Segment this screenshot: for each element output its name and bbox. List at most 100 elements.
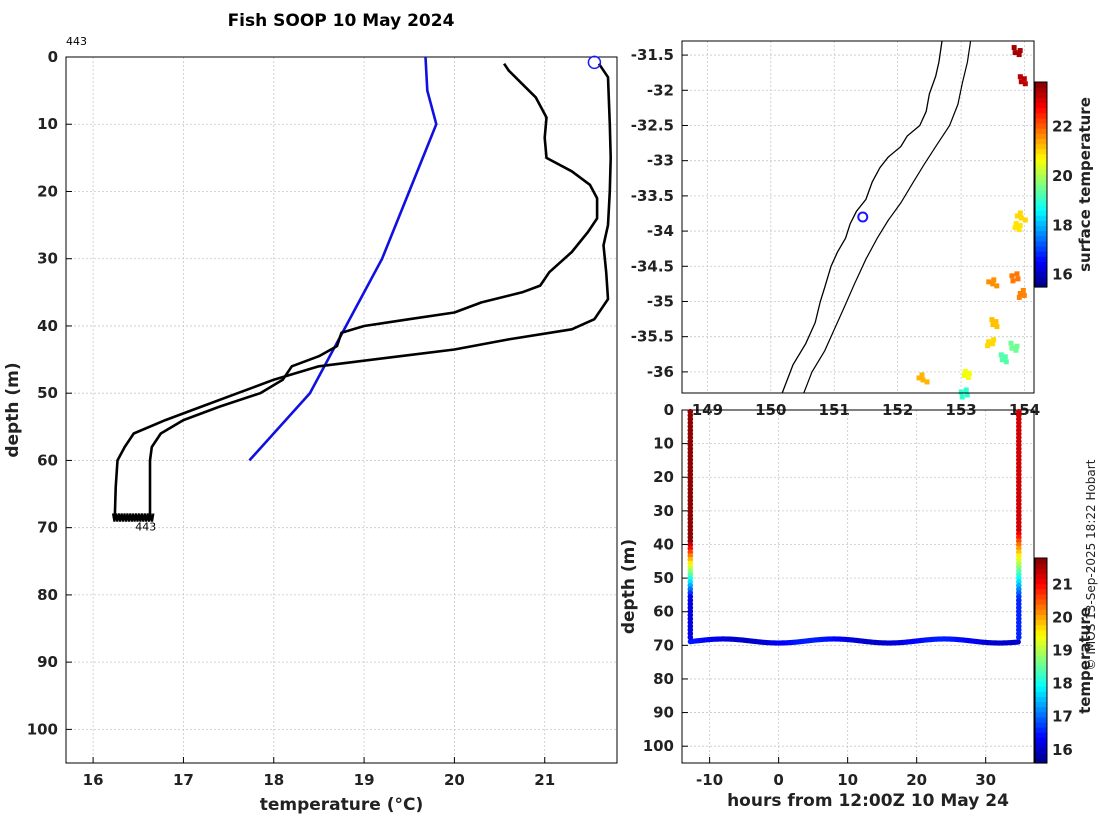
map-lat-tick-label: -32.5 (631, 116, 674, 134)
profile-line (113, 62, 612, 518)
colorbar-segment (1035, 686, 1047, 692)
colorbar-segment (1035, 727, 1047, 733)
y-tick-label: 10 (37, 115, 58, 133)
colorbar-segment (1035, 82, 1047, 88)
colorbar-segment (1035, 757, 1047, 764)
profile-annotation: 443 (66, 35, 87, 48)
colorbar-segment (1035, 665, 1047, 672)
sst-pixel (1020, 287, 1026, 293)
sst-pixel (989, 317, 995, 323)
y-tick-label: 40 (37, 317, 58, 335)
colorbar-tick-label: 22 (1052, 117, 1073, 135)
y-tick-label: 20 (653, 468, 674, 486)
colorbar-segment (1035, 732, 1047, 738)
colorbar-segment (1035, 158, 1047, 165)
x-axis-label: hours from 12:00Z 10 May 24 (727, 791, 1009, 811)
colorbar-segment (1035, 681, 1047, 687)
colorbar-segment (1035, 604, 1047, 610)
sst-pixel (1014, 213, 1020, 219)
colorbar-tick-label: 16 (1052, 741, 1073, 759)
colorbar-segment (1035, 246, 1047, 252)
colorbar-tick-label: 17 (1052, 708, 1073, 726)
colorbar-segment (1035, 624, 1047, 631)
x-tick-label: 19 (354, 771, 375, 789)
y-axis-label: depth (m) (619, 539, 639, 634)
colorbar-segment (1035, 706, 1047, 713)
colorbar-segment (1035, 256, 1047, 262)
sst-pixel (1009, 273, 1015, 279)
sst-pixel (990, 322, 996, 328)
sst-pixel (1022, 217, 1028, 223)
colorbar-segment (1035, 138, 1047, 145)
sst-pixel (998, 352, 1004, 358)
sst-pixel (1014, 343, 1020, 349)
y-tick-label: 0 (664, 401, 674, 419)
sst-pixel (920, 377, 926, 383)
sst-pixel (985, 343, 991, 349)
profile-line (148, 62, 599, 518)
colorbar-segment (1035, 588, 1047, 595)
surface-position-marker (587, 55, 602, 70)
y-tick-label: 50 (653, 569, 674, 587)
colorbar-segment (1035, 179, 1047, 186)
colorbar-segment (1035, 634, 1047, 641)
colorbar-tick-label: 20 (1052, 167, 1073, 185)
x-tick-label: 16 (83, 771, 104, 789)
x-tick-label: 30 (975, 771, 996, 789)
colorbar-segment (1035, 251, 1047, 257)
y-tick-label: 90 (653, 704, 674, 722)
sst-pixel (1017, 290, 1023, 296)
y-tick-label: 10 (653, 435, 674, 453)
sst-pixel (1012, 50, 1018, 56)
colorbar-tick-label: 18 (1052, 675, 1073, 693)
sst-pixel (924, 379, 930, 385)
colorbar-segment (1035, 143, 1047, 150)
colorbar-segment (1035, 716, 1047, 723)
colorbar-segment (1035, 92, 1047, 98)
sst-pixel (1008, 340, 1014, 346)
y-tick-label: 60 (653, 603, 674, 621)
y-tick-label: 70 (653, 636, 674, 654)
colorbar-segment (1035, 558, 1047, 564)
colorbar-segment (1035, 563, 1047, 569)
colorbar-segment (1035, 752, 1047, 759)
map-lat-tick-label: -35.5 (631, 328, 674, 346)
x-tick-label: 10 (837, 771, 858, 789)
colorbar-segment (1035, 240, 1047, 247)
sst-pixel (958, 389, 964, 395)
colorbar-segment (1035, 583, 1047, 590)
y-tick-label: 30 (37, 250, 58, 268)
colorbar-tick-label: 18 (1052, 216, 1073, 234)
colorbar-segment (1035, 199, 1047, 206)
x-tick-label: -10 (696, 771, 723, 789)
colorbar-segment (1035, 174, 1047, 180)
sst-pixel (1003, 359, 1009, 365)
colorbar-segment (1035, 261, 1047, 268)
colorbar-segment (1035, 189, 1047, 196)
coastline (781, 40, 943, 394)
colorbar-segment (1035, 650, 1047, 656)
surface-map: 149 150 151 152 153 154-31.5-32-32.5-33-33.5-… (631, 40, 1094, 419)
x-tick-label: 20 (444, 771, 465, 789)
map-lat-tick-label: -33 (647, 152, 674, 170)
y-tick-label: 40 (653, 535, 674, 553)
sst-pixel (1014, 271, 1020, 277)
colorbar-frame (1034, 81, 1048, 288)
profile-line (248, 56, 438, 462)
sst-pixel (986, 279, 992, 285)
y-tick-label: 100 (643, 737, 674, 755)
sst-pixel (1011, 45, 1017, 51)
sst-pixel (1012, 225, 1018, 231)
y-axis-label: depth (m) (3, 362, 23, 457)
sst-pixel (1016, 52, 1022, 58)
x-tick-label: 21 (534, 771, 555, 789)
colorbar-label: surface temperature (1076, 97, 1094, 272)
y-tick-label: 70 (37, 519, 58, 537)
sst-pixel (916, 375, 922, 381)
y-tick-label: 60 (37, 451, 58, 469)
cast-point (687, 634, 694, 641)
sst-pixel (993, 319, 999, 325)
sst-pixel (1016, 294, 1022, 300)
colorbar-segment (1035, 225, 1047, 232)
